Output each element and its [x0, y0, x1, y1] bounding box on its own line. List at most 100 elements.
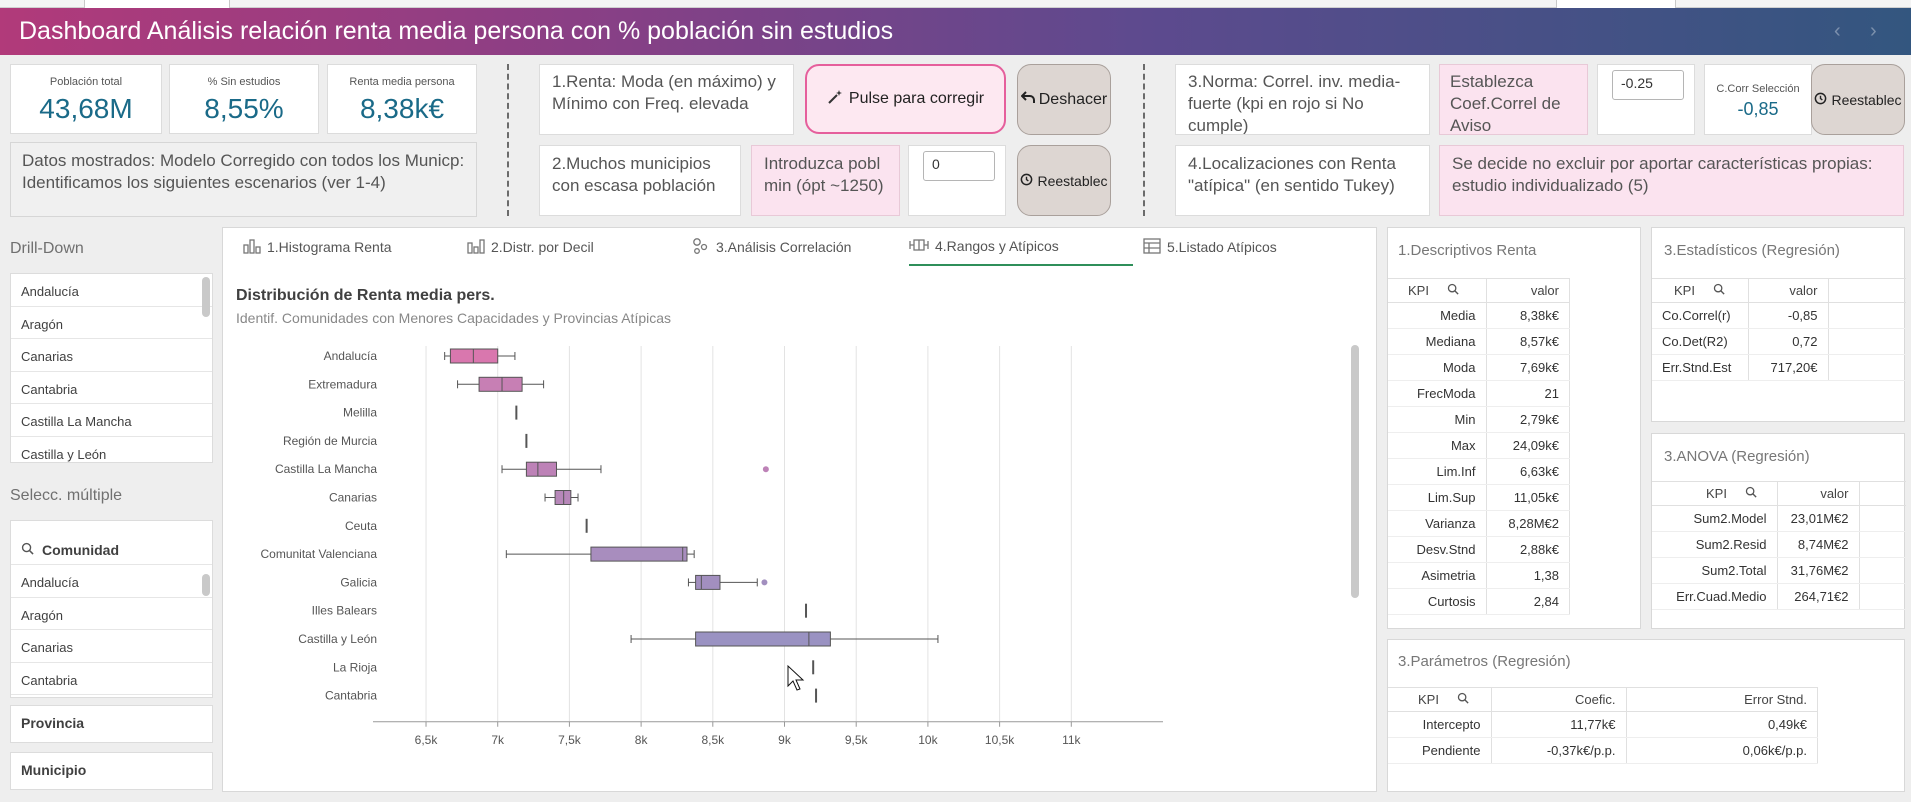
chart-scrollbar[interactable] [1351, 345, 1359, 598]
coef-label: Establezca Coef.Correl de Aviso [1450, 72, 1561, 135]
box [449, 348, 499, 364]
comunidad-filter[interactable]: Comunidad Andalucía Aragón Canarias Cant… [10, 520, 213, 698]
search-icon[interactable] [1457, 692, 1469, 707]
histogram-icon [243, 238, 261, 257]
x-tick-label: 6,5k [415, 733, 439, 747]
kpi-name-cell: Varianza [1388, 510, 1487, 537]
kpi-value-cell: 7,69k€ [1486, 354, 1570, 381]
table-row[interactable]: Sum2.Resid 8,74M€2 [1652, 531, 1906, 558]
pob-min-input[interactable]: 0 [923, 151, 995, 181]
municipio-filter[interactable]: Municipio [10, 752, 213, 790]
list-item[interactable]: Andalucía [11, 274, 212, 307]
kpi-name-cell: Min [1388, 406, 1487, 433]
scenario-2-label: 2.Muchos municipios con escasa población [552, 154, 716, 195]
box [554, 490, 572, 505]
list-item[interactable]: Castilla La Mancha [11, 404, 212, 437]
col-kpi-header[interactable]: KPI [1388, 687, 1492, 712]
search-icon[interactable] [1447, 283, 1459, 298]
list-item[interactable]: Cantabria [11, 372, 212, 404]
table-row[interactable]: Err.Stnd.Est 717,20€ [1652, 354, 1906, 381]
kpi-renta-media[interactable]: Renta media persona 8,38k€ [327, 64, 477, 134]
sheet-tab[interactable] [84, 0, 230, 8]
col-err-header[interactable]: Error Stnd. [1626, 687, 1818, 712]
table-row[interactable]: Desv.Stnd 2,88k€ [1388, 536, 1570, 563]
list-item[interactable]: Aragón [11, 307, 212, 339]
chart-title: Distribución de Renta media pers. [236, 287, 495, 304]
list-item[interactable]: Cantabria [11, 663, 212, 695]
col-kpi-header[interactable]: KPI [1652, 481, 1778, 506]
x-tick-label: 10k [918, 733, 938, 747]
scrollbar[interactable] [202, 277, 210, 317]
table-row[interactable]: Sum2.Total 31,76M€2 [1652, 557, 1906, 584]
col-kpi-header[interactable]: KPI [1388, 278, 1487, 303]
x-tick-label: 8k [635, 733, 649, 747]
scenario-2-text: 2.Muchos municipios con escasa población [539, 145, 741, 216]
provincia-filter[interactable]: Provincia [10, 705, 213, 743]
table-row[interactable]: Intercepto 11,77k€ 0,49k€ [1388, 711, 1818, 738]
table-row[interactable]: Sum2.Model 23,01M€2 [1652, 505, 1906, 532]
table-row[interactable]: Varianza 8,28M€2 [1388, 510, 1570, 537]
category-label: Castilla y León [298, 632, 377, 646]
table-row[interactable]: Moda 7,69k€ [1388, 354, 1570, 381]
table-row[interactable]: Co.Correl(r) -0,85 [1652, 302, 1906, 329]
table-row[interactable]: Curtosis 2,84 [1388, 588, 1570, 615]
anova-reg-panel: 3.ANOVA (Regresión) KPI valor Sum2.Model… [1651, 433, 1906, 629]
tab-rangos[interactable]: 4.Rangos y Atípicos [909, 228, 1133, 266]
reset-button-2-label: Reestablec [1831, 91, 1902, 108]
pob-min-label-box: Introduzca pobl min (ópt ~1250) [751, 145, 900, 216]
coef-input[interactable]: -0.25 [1612, 70, 1684, 100]
empty-cell [1859, 531, 1906, 558]
table-row[interactable]: Mediana 8,57k€ [1388, 328, 1570, 355]
tab-listado[interactable]: 5.Listado Atípicos [1143, 228, 1277, 266]
table-row[interactable]: Min 2,79k€ [1388, 406, 1570, 433]
x-tick-label: 11k [1062, 733, 1081, 747]
list-item[interactable]: Canarias [11, 339, 212, 372]
table-row[interactable]: Asimetria 1,38 [1388, 562, 1570, 589]
kpi-poblacion-total[interactable]: Población total 43,68M [10, 64, 162, 134]
kpi-label: % Sin estudios [207, 76, 281, 88]
x-tick-label: 8,5k [701, 733, 725, 747]
pob-min-label: Introduzca pobl min (ópt ~1250) [764, 154, 884, 195]
col-coef-header[interactable]: Coefic. [1491, 687, 1627, 712]
prev-sheet-icon[interactable]: ‹ [1834, 20, 1841, 42]
tab-histograma[interactable]: 1.Histograma Renta [243, 228, 392, 266]
col-kpi-header[interactable]: KPI [1652, 278, 1749, 303]
col-valor-header[interactable]: valor [1777, 481, 1860, 506]
table-row[interactable]: Max 24,09k€ [1388, 432, 1570, 459]
list-item[interactable]: Castilla y León [11, 437, 212, 463]
corr-selection-value: -0,85 [1737, 99, 1779, 119]
table-row[interactable]: Err.Cuad.Medio 264,71€2 [1652, 583, 1906, 610]
table-row[interactable]: Media 8,38k€ [1388, 302, 1570, 329]
correct-button[interactable]: Pulse para corregir [805, 64, 1006, 134]
table-row[interactable]: Pendiente -0,37k€/p.p. 0,06k€/p.p. [1388, 737, 1818, 764]
search-icon[interactable] [1745, 486, 1757, 501]
col-valor-header[interactable]: valor [1748, 278, 1829, 303]
category-label: Illes Balears [312, 604, 377, 618]
scrollbar[interactable] [202, 574, 210, 596]
sheet-tab[interactable] [1556, 0, 1676, 8]
next-sheet-icon[interactable]: › [1870, 20, 1877, 42]
table-row[interactable]: Co.Det(R2) 0,72 [1652, 328, 1906, 355]
tab-correlacion[interactable]: 3.Análisis Correlación [692, 228, 851, 266]
col-valor-header[interactable]: valor [1486, 278, 1570, 303]
list-item[interactable]: Aragón [11, 598, 212, 630]
param-reg-title: 3.Parámetros (Regresión) [1398, 653, 1571, 670]
kpi-sin-estudios[interactable]: % Sin estudios 8,55% [169, 64, 319, 134]
undo-button[interactable]: Deshacer [1017, 64, 1111, 135]
list-item[interactable]: Canarias [11, 630, 212, 663]
empty-cell [1859, 505, 1906, 532]
search-icon[interactable] [1713, 283, 1725, 298]
col-kpi-label: KPI [1408, 283, 1429, 298]
table-row[interactable]: Lim.Sup 11,05k€ [1388, 484, 1570, 511]
table-row[interactable]: FrecModa 21 [1388, 380, 1570, 407]
kpi-value-cell: 0,06k€/p.p. [1626, 737, 1818, 764]
list-item[interactable]: Andalucía [11, 565, 212, 598]
drill-down-list[interactable]: Andalucía Aragón Canarias Cantabria Cast… [10, 273, 213, 463]
reset-button-2[interactable]: Reestablec [1811, 64, 1905, 135]
col-kpi-label: KPI [1706, 486, 1727, 501]
reset-button-1[interactable]: Reestablec [1017, 145, 1111, 216]
comunidad-header[interactable]: Comunidad [11, 521, 212, 565]
table-row[interactable]: Lim.Inf 6,63k€ [1388, 458, 1570, 485]
tab-decil[interactable]: 2.Distr. por Decil [467, 228, 594, 266]
